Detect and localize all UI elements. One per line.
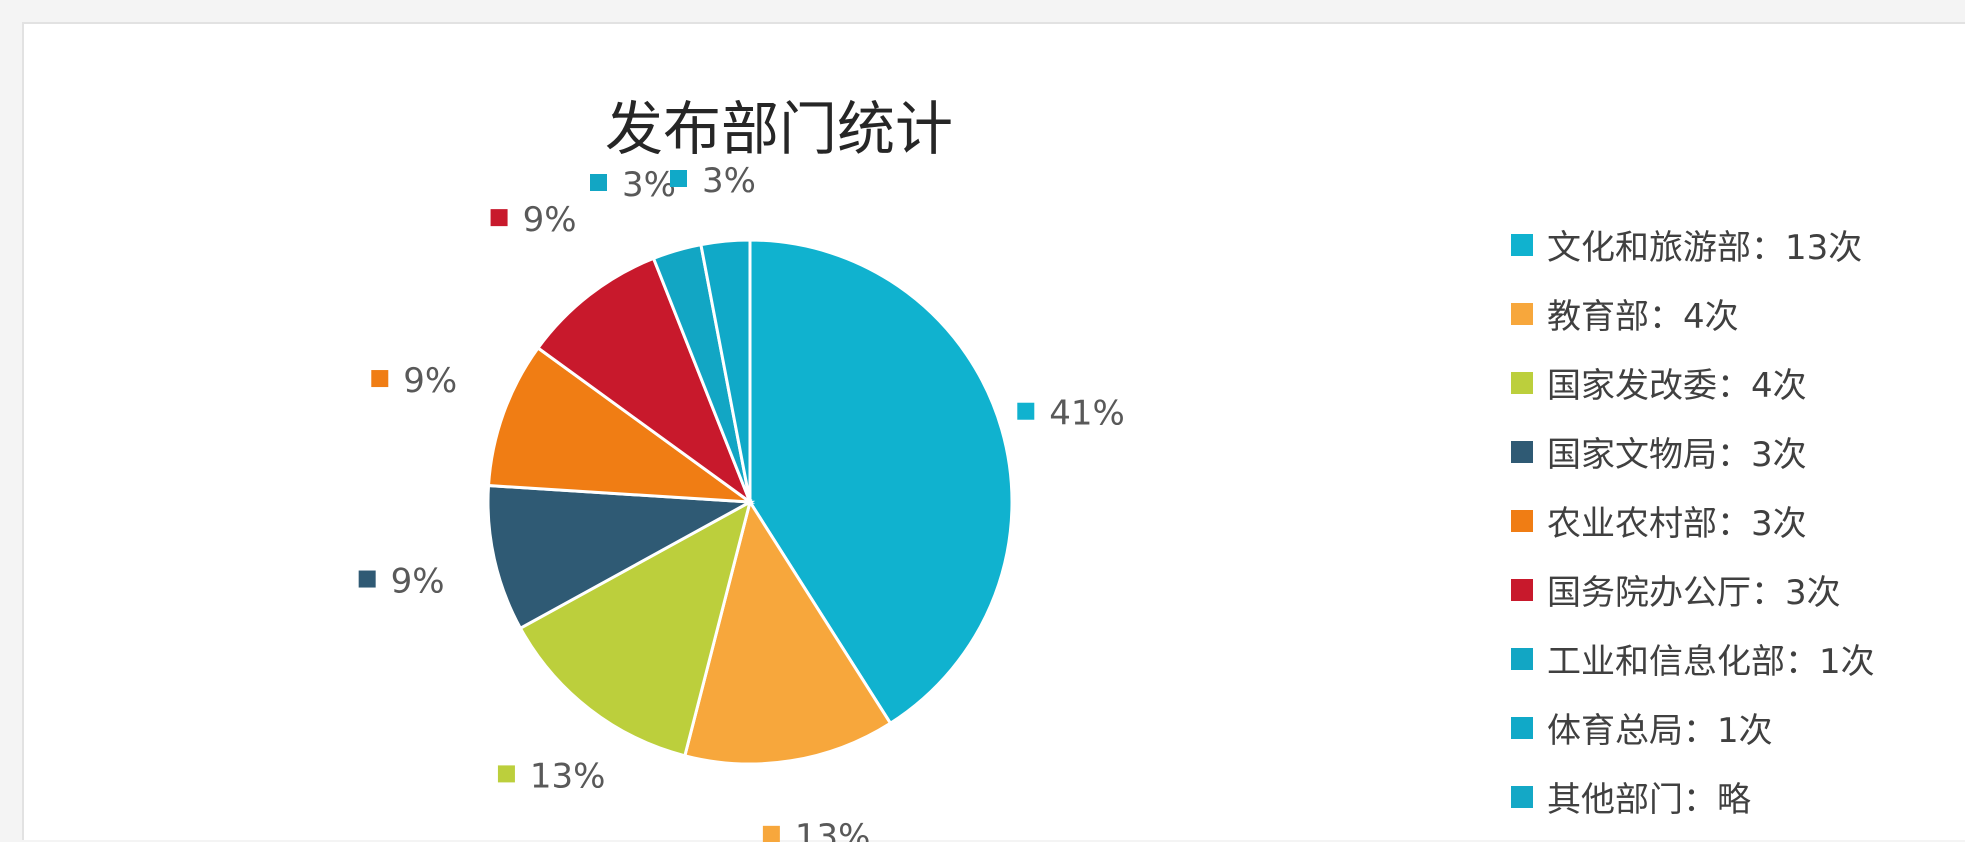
label-marker <box>762 825 780 842</box>
legend-swatch <box>1511 785 1533 808</box>
label-marker <box>590 174 607 191</box>
legend-swatch <box>1511 371 1533 394</box>
pie-slice <box>486 345 756 504</box>
legend-item: 体育总局：1次 <box>1511 693 1875 762</box>
pie-slice <box>748 238 1014 726</box>
slice-label: 9% <box>490 200 577 240</box>
pie-slice <box>699 238 752 503</box>
legend-item: 国家文物局：3次 <box>1511 417 1875 486</box>
legend-swatch <box>1511 302 1533 325</box>
pie-slice <box>518 499 753 758</box>
slice-label: 9% <box>358 562 445 602</box>
legend-item: 其他部门：略 <box>1511 762 1875 831</box>
legend-label: 工业和信息化部：1次 <box>1547 642 1875 682</box>
legend-label: 体育总局：1次 <box>1547 711 1773 751</box>
legend-item: 教育部：4次 <box>1511 279 1875 348</box>
label-marker <box>1017 402 1035 420</box>
slice-label: 3% <box>590 165 676 205</box>
legend-label: 文化和旅游部：13次 <box>1547 228 1863 268</box>
pie-chart: 41% 13% 13% 9% 9% 9% 3% 3% <box>358 161 1125 842</box>
legend: 文化和旅游部：13次 教育部：4次国家发改委：4次 国家文物局：3次 农业农村部：3次… <box>1511 210 1875 831</box>
legend-item: 工业和信息化部：1次 <box>1511 624 1875 693</box>
legend-swatch <box>1511 233 1533 256</box>
legend-item: 农业农村部：3次 <box>1511 486 1875 555</box>
slice-label: 13% <box>497 756 606 796</box>
legend-swatch <box>1511 440 1533 463</box>
legend-item: 文化和旅游部：13次 <box>1511 210 1875 279</box>
legend-label: 农业农村部：3次 <box>1547 504 1807 544</box>
percent-label: 9% <box>391 562 445 602</box>
legend-swatch <box>1511 647 1533 670</box>
percent-label: 13% <box>795 817 871 842</box>
percent-label: 9% <box>523 200 577 240</box>
legend-label: 国家文物局：3次 <box>1547 435 1807 475</box>
label-marker <box>497 765 515 783</box>
legend-label: 国务院办公厅：3次 <box>1547 573 1841 613</box>
pie-slice <box>683 498 893 766</box>
slice-label: 41% <box>1017 394 1125 434</box>
percent-label: 9% <box>403 361 457 401</box>
slice-label: 13% <box>762 817 871 842</box>
legend-swatch <box>1511 578 1533 601</box>
percent-label: 3% <box>702 161 756 201</box>
legend-label: 教育部：4次 <box>1547 297 1739 337</box>
legend-item: 国务院办公厅：3次 <box>1511 555 1875 624</box>
percent-label: 3% <box>622 165 676 205</box>
pie-slice <box>535 256 754 507</box>
legend-swatch <box>1511 716 1533 739</box>
slice-label: 9% <box>371 361 457 401</box>
percent-label: 41% <box>1049 394 1125 434</box>
legend-label: 国家发改委：4次 <box>1547 366 1807 406</box>
label-marker <box>670 170 687 187</box>
label-marker <box>358 570 376 588</box>
legend-item: 国家发改委：4次 <box>1511 348 1875 417</box>
slice-label: 3% <box>670 161 756 201</box>
label-marker <box>371 370 389 388</box>
chart-frame: 发布部门统计 41% 13% 13% 9% 9% 9% 3% 3% 文化和旅游部：13次 教育部… <box>22 22 1965 842</box>
percent-label: 13% <box>530 756 606 796</box>
label-marker <box>490 209 508 227</box>
pie-slice <box>486 483 756 631</box>
chart-title: 发布部门统计 <box>604 95 953 163</box>
legend-label: 其他部门：略 <box>1547 780 1751 820</box>
legend-swatch <box>1511 509 1533 532</box>
